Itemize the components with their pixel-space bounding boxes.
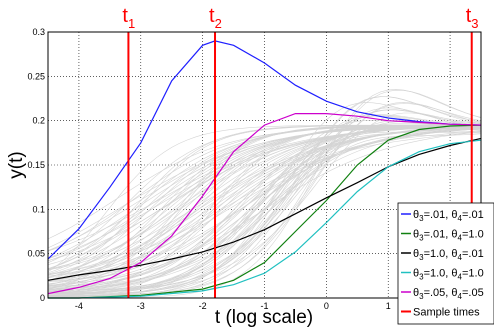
sample-time-label-1: t1 — [122, 5, 135, 31]
background-curve — [47, 125, 482, 285]
background-curve — [47, 127, 482, 290]
sample-time-label-2: t2 — [209, 5, 222, 31]
background-curve — [47, 130, 482, 295]
legend-entry-5: θ3=.05, θ4=.05 — [413, 287, 484, 301]
background-curve — [47, 112, 482, 296]
background-curve — [47, 96, 482, 298]
y-tick-label: 0.3 — [32, 27, 45, 37]
y-tick-label: 0.2 — [32, 116, 45, 126]
background-curve — [47, 123, 482, 291]
legend-entry-2: θ3=.01, θ4=1.0 — [413, 229, 484, 243]
background-curve — [47, 102, 482, 297]
background-curve — [47, 131, 482, 292]
y-tick-label: 0 — [40, 293, 45, 303]
series-line-4 — [48, 139, 482, 299]
legend-box — [397, 202, 494, 325]
series-line-3 — [47, 137, 482, 281]
legend: θ3=.01, θ4=.01 θ3=.01, θ4=1.0 θ3=1.0, θ4=.… — [397, 202, 494, 325]
sample-time-label-3: t3 — [466, 5, 479, 31]
plot-frame — [47, 31, 482, 299]
legend-entry-3: θ3=1.0, θ4=.01 — [413, 248, 484, 262]
x-tick-label: -4 — [75, 301, 83, 311]
series-line-5 — [47, 113, 482, 295]
y-axis-label: y(t) — [6, 151, 27, 178]
background-curve — [47, 128, 482, 286]
x-tick-label: -2 — [199, 301, 207, 311]
background-curve — [47, 114, 482, 295]
x-axis-label: t (log scale) — [215, 307, 313, 328]
background-curve — [47, 120, 482, 294]
x-tick-label: 0 — [324, 301, 329, 311]
legend-entry-sample-times: Sample times — [413, 307, 480, 319]
legend-entry-4: θ3=1.0, θ4=1.0 — [413, 268, 484, 282]
legend-entry-1: θ3=.01, θ4=.01 — [413, 209, 484, 223]
x-tick-label: -1 — [260, 301, 268, 311]
y-tick-label: 0.25 — [27, 71, 45, 81]
y-tick-label: 0.05 — [27, 249, 45, 259]
x-tick-label: 1 — [386, 301, 391, 311]
series-layer — [47, 40, 482, 299]
x-tick-label: -3 — [137, 301, 145, 311]
y-tick-label: 0.15 — [27, 160, 45, 170]
background-curve — [47, 125, 482, 293]
background-curve — [47, 126, 482, 295]
series-line-1 — [47, 40, 482, 260]
y-tick-label: 0.1 — [32, 204, 45, 214]
series-line-2 — [48, 124, 482, 299]
